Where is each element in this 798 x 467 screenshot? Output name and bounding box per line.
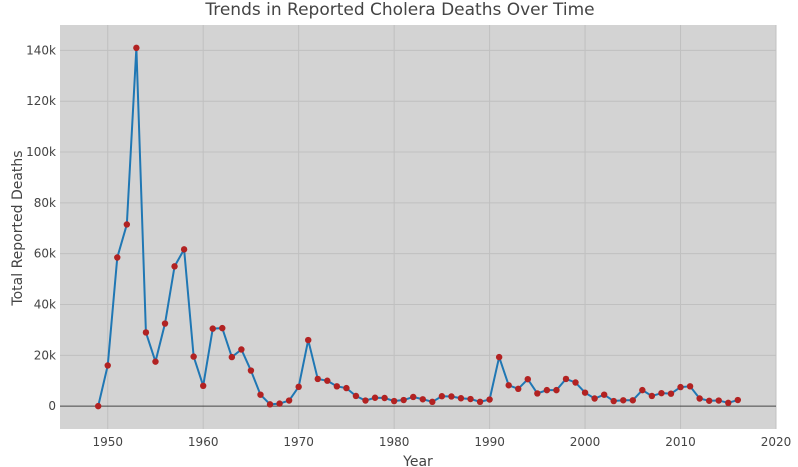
data-point-1997 <box>553 386 560 394</box>
data-point-1977 <box>362 397 369 404</box>
data-point-1967 <box>266 401 274 408</box>
data-point-1983 <box>419 396 426 403</box>
data-point-1998 <box>562 375 570 383</box>
data-point-1960 <box>200 382 207 390</box>
x-tick-label-2010: 2010 <box>665 435 696 449</box>
series-layer <box>94 44 742 410</box>
data-point-2011 <box>686 383 694 390</box>
data-point-2007 <box>648 392 656 400</box>
data-point-1968 <box>276 400 283 407</box>
data-point-2003 <box>610 397 617 405</box>
data-point-1980 <box>390 397 398 405</box>
data-point-1981 <box>400 396 407 404</box>
data-point-2004 <box>620 397 627 404</box>
data-point-1993 <box>515 385 522 393</box>
x-tick-label-1980: 1980 <box>379 435 410 449</box>
data-point-1955 <box>152 358 159 365</box>
data-point-1959 <box>190 353 197 360</box>
data-point-1975 <box>343 384 350 392</box>
data-point-1979 <box>381 394 388 402</box>
data-point-1995 <box>534 390 541 397</box>
data-point-2002 <box>600 391 608 398</box>
data-point-1973 <box>324 377 331 384</box>
data-point-2008 <box>658 389 665 397</box>
y-axis-ticks: 0 20k 40k 60k 80k 100k 120k 140k <box>26 43 56 413</box>
data-point-1970 <box>295 383 302 391</box>
data-point-1950 <box>104 362 111 369</box>
x-tick-label-1950: 1950 <box>92 435 123 449</box>
data-point-2000 <box>581 389 589 396</box>
data-point-1974 <box>333 383 341 390</box>
data-point-1972 <box>314 375 321 383</box>
data-point-1958 <box>180 246 188 253</box>
data-point-1949 <box>94 402 102 410</box>
data-point-1987 <box>457 395 465 402</box>
data-point-2006 <box>639 386 646 394</box>
data-point-1965 <box>247 367 255 374</box>
data-point-1961 <box>209 325 216 332</box>
gridlines <box>60 25 777 429</box>
data-point-1971 <box>305 336 312 344</box>
data-point-1996 <box>543 386 551 394</box>
y-tick-label-60000: 60k <box>34 247 56 261</box>
x-tick-label-1960: 1960 <box>188 435 219 449</box>
data-point-1985 <box>438 393 446 400</box>
data-point-1999 <box>572 379 579 386</box>
y-tick-label-20000: 20k <box>34 348 56 362</box>
x-tick-label-1990: 1990 <box>474 435 505 449</box>
data-point-2009 <box>667 390 675 397</box>
x-axis-ticks: 1950 1960 1970 1980 1990 2000 2010 2020 <box>92 435 791 449</box>
data-point-1982 <box>410 393 417 401</box>
data-point-2005 <box>629 397 636 404</box>
data-point-2001 <box>591 395 598 402</box>
data-point-1954 <box>142 329 150 336</box>
data-point-1984 <box>429 398 436 406</box>
y-tick-label-40000: 40k <box>34 297 56 311</box>
y-tick-label-120000: 120k <box>26 94 56 108</box>
data-point-1978 <box>371 394 379 401</box>
x-axis-title: Year <box>402 454 433 467</box>
data-point-1962 <box>219 324 226 332</box>
data-point-2013 <box>705 397 713 404</box>
data-point-1990 <box>486 396 493 403</box>
y-tick-label-80000: 80k <box>34 196 56 210</box>
data-point-2014 <box>715 397 722 404</box>
y-tick-label-0: 0 <box>48 399 56 413</box>
data-point-1994 <box>524 375 531 383</box>
data-point-1969 <box>285 397 293 404</box>
data-point-1964 <box>238 346 245 353</box>
y-tick-label-140000: 140k <box>26 43 56 57</box>
data-point-1966 <box>257 391 264 398</box>
data-point-1976 <box>352 392 360 400</box>
data-point-1953 <box>133 44 140 52</box>
data-point-1957 <box>171 263 178 270</box>
y-tick-label-100000: 100k <box>26 145 56 159</box>
data-point-1952 <box>123 221 131 228</box>
data-point-1986 <box>448 393 455 400</box>
x-tick-label-2000: 2000 <box>570 435 601 449</box>
data-point-2012 <box>696 395 703 402</box>
x-tick-label-1970: 1970 <box>283 435 314 449</box>
data-point-2016 <box>734 396 742 404</box>
data-point-1963 <box>228 353 236 361</box>
data-point-1988 <box>467 395 474 403</box>
data-point-1992 <box>505 382 512 389</box>
data-point-1951 <box>114 254 121 261</box>
data-point-2010 <box>677 383 684 391</box>
x-tick-label-2020: 2020 <box>761 435 792 449</box>
chart-title: Trends in Reported Cholera Deaths Over T… <box>204 0 594 20</box>
y-axis-title: Total Reported Deaths <box>10 150 26 306</box>
data-point-1991 <box>495 353 503 361</box>
plot-area <box>60 25 776 429</box>
data-point-1989 <box>476 398 484 406</box>
data-point-2015 <box>725 399 732 407</box>
data-point-1956 <box>161 320 169 327</box>
